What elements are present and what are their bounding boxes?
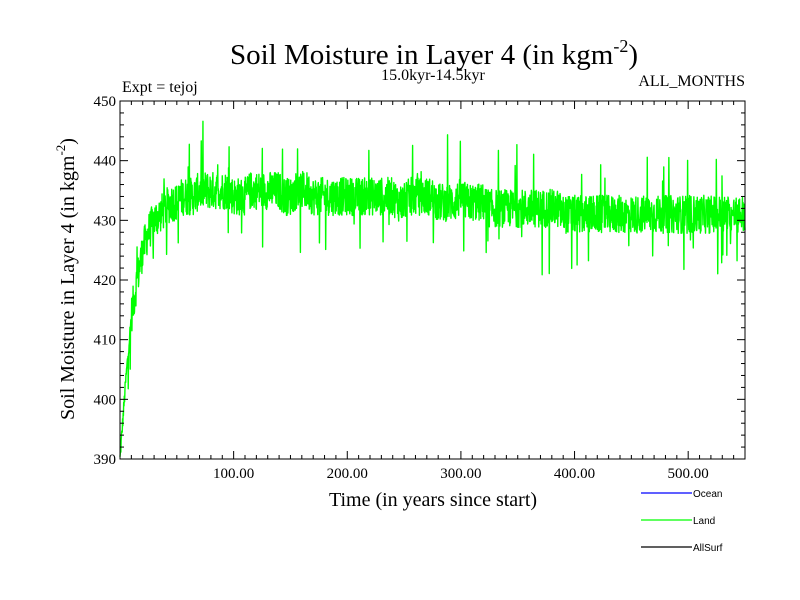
legend-label-allsurf: AllSurf — [693, 543, 723, 554]
y-tick-label: 390 — [94, 452, 117, 468]
legend-label-ocean: Ocean — [693, 489, 722, 500]
y-axis-label-superscript: -2 — [53, 145, 68, 156]
months-label: ALL_MONTHS — [638, 73, 745, 90]
y-axis-label: Soil Moisture in Layer 4 (in kgm-2) — [53, 138, 79, 420]
x-tick-label: 100.00 — [213, 466, 254, 482]
y-tick-label: 420 — [94, 273, 117, 289]
y-tick-label: 440 — [94, 154, 117, 170]
y-tick-label: 400 — [94, 392, 117, 408]
x-tick-label: 200.00 — [327, 466, 368, 482]
chart-title-close: ) — [628, 39, 638, 71]
chart-title-text: Soil Moisture in Layer 4 (in kgm — [230, 39, 614, 71]
y-axis-label-close: ) — [57, 138, 79, 145]
legend-label-land: Land — [693, 516, 715, 527]
series-line-land — [119, 120, 746, 457]
y-tick-label: 410 — [94, 333, 117, 349]
legend: Ocean Land AllSurf — [641, 489, 723, 554]
plot-frame — [119, 100, 746, 460]
chart-subtitle: 15.0kyr-14.5kyr — [381, 67, 485, 84]
x-tick-label: 300.00 — [440, 466, 481, 482]
x-tick-label: 500.00 — [668, 466, 709, 482]
y-axis-label-text: Soil Moisture in Layer 4 (in kgm — [57, 155, 79, 420]
axes: 390 400 410 420 430 440 450 100.00 200.00 300.00 4… — [94, 94, 746, 482]
x-tick-label: 400.00 — [554, 466, 595, 482]
y-tick-label: 450 — [94, 94, 117, 110]
y-tick-label: 430 — [94, 213, 117, 229]
chart-title-superscript: -2 — [613, 36, 628, 56]
experiment-label: Expt = tejoj — [122, 79, 198, 96]
x-axis-label: Time (in years since start) — [329, 489, 537, 511]
series-group — [119, 120, 746, 457]
chart-title: Soil Moisture in Layer 4 (in kgm-2) — [230, 36, 638, 71]
